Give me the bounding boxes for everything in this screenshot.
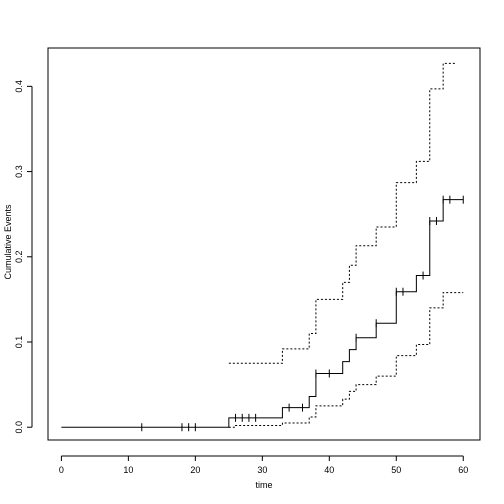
x-tick-label: 60 — [458, 465, 468, 475]
lower-ci-line — [228, 292, 464, 428]
plot-frame — [47, 47, 481, 441]
x-tick-label: 0 — [59, 465, 64, 475]
y-axis: 0.0 0.1 0.2 0.3 0.4 — [14, 80, 33, 434]
upper-ci-line — [228, 62, 457, 364]
x-tick-label: 10 — [123, 465, 133, 475]
y-tick-label: 0.0 — [14, 421, 24, 434]
y-tick-label: 0.3 — [14, 165, 24, 178]
y-tick-label: 0.1 — [14, 336, 24, 349]
y-tick-label: 0.4 — [14, 80, 24, 93]
x-axis-label: time — [255, 480, 272, 490]
y-tick-label: 0.2 — [14, 251, 24, 264]
x-tick-label: 30 — [257, 465, 267, 475]
cumulative-events-line — [61, 199, 464, 428]
y-axis-label: Cumulative Events — [3, 204, 13, 280]
series-layer — [61, 62, 464, 432]
x-axis: 0 10 20 30 40 50 60 — [59, 455, 468, 475]
x-tick-label: 40 — [324, 465, 334, 475]
x-tick-label: 20 — [190, 465, 200, 475]
plot-box — [47, 47, 481, 441]
x-tick-label: 50 — [391, 465, 401, 475]
